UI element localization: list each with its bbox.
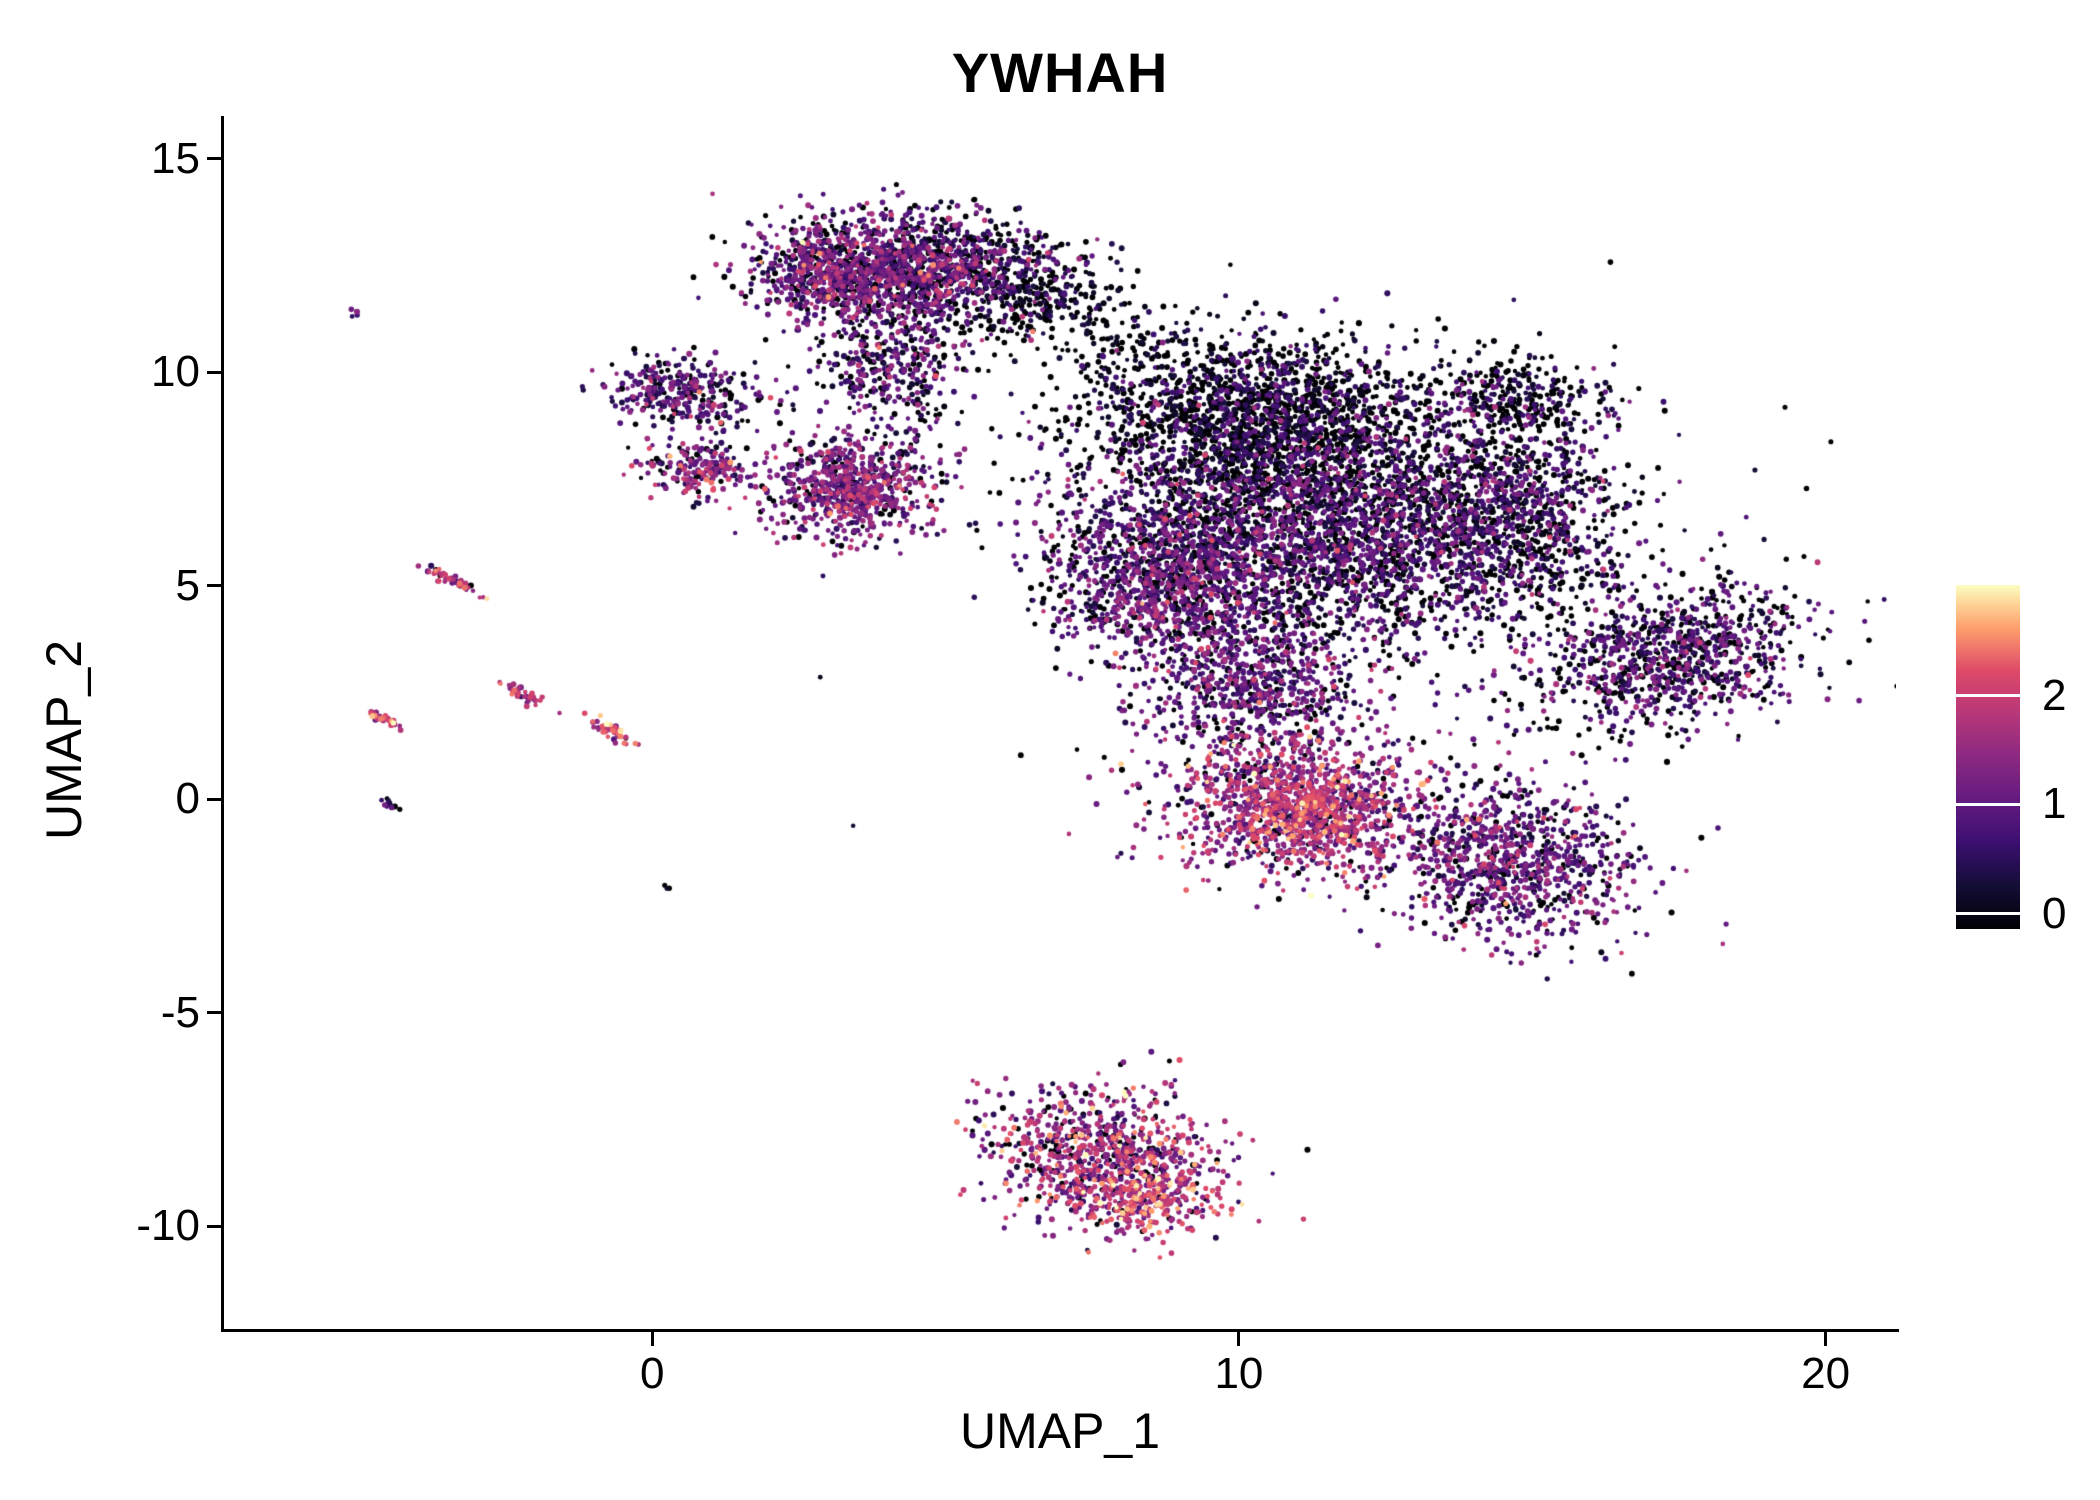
colorbar-tick-label: 1 <box>2042 779 2067 829</box>
colorbar-legend <box>1956 585 2020 929</box>
x-axis-title: UMAP_1 <box>959 1403 1161 1459</box>
y-tick-mark <box>207 157 221 161</box>
y-tick-label: -10 <box>136 1201 200 1251</box>
plot-title: YWHAH <box>951 41 1169 104</box>
y-tick-mark <box>207 370 221 374</box>
x-tick-label: 0 <box>640 1349 665 1398</box>
x-tick-mark <box>1824 1332 1828 1346</box>
y-axis-line <box>221 116 224 1332</box>
x-tick-mark <box>1237 1332 1241 1346</box>
y-tick-label: -5 <box>160 987 200 1037</box>
y-tick-label: 0 <box>175 774 200 824</box>
x-axis-line <box>221 1329 1899 1332</box>
y-tick-mark <box>207 1224 221 1228</box>
plot-panel <box>224 116 1896 1329</box>
colorbar-gradient <box>1956 585 2020 929</box>
colorbar-tick-mark <box>1956 912 2020 916</box>
y-tick-label: 10 <box>151 347 200 397</box>
colorbar-tick-label: 0 <box>2042 888 2067 938</box>
colorbar-tick-mark <box>1956 802 2020 806</box>
y-tick-label: 15 <box>151 133 200 183</box>
scatter-canvas <box>224 116 1896 1329</box>
colorbar-tick-label: 2 <box>2042 670 2067 720</box>
y-tick-mark <box>207 584 221 588</box>
y-tick-label: 5 <box>175 560 200 610</box>
y-tick-mark <box>207 797 221 801</box>
x-tick-label: 10 <box>1214 1349 1264 1398</box>
x-tick-label: 20 <box>1801 1349 1851 1398</box>
colorbar-tick-mark <box>1956 694 2020 698</box>
x-tick-mark <box>650 1332 654 1346</box>
y-tick-mark <box>207 1011 221 1015</box>
